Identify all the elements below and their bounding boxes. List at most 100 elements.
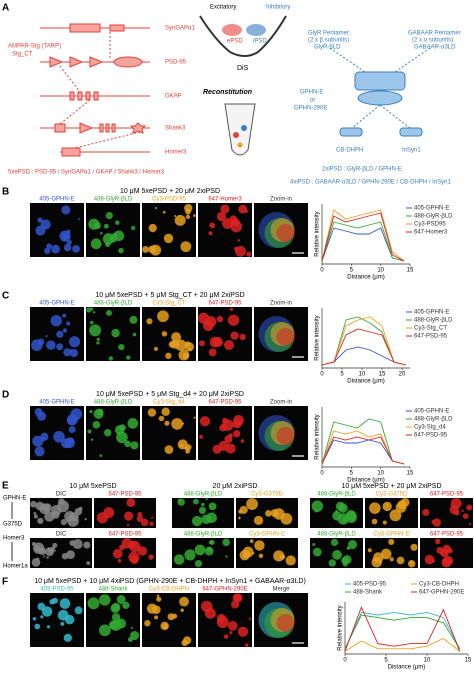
- condensate: [158, 415, 165, 422]
- condensate: [64, 437, 75, 449]
- intensity-line: [321, 212, 405, 262]
- x-axis-label: Distance (μm): [388, 665, 425, 671]
- x-tick-label: 0: [320, 372, 324, 378]
- condensate: [199, 340, 206, 347]
- intensity-line: [344, 611, 461, 650]
- legend-entry: 647-PSD-95: [414, 433, 448, 439]
- condensate: [222, 218, 233, 230]
- condensate: [435, 538, 441, 545]
- condensate: [68, 425, 76, 433]
- zoom-condensate: [276, 328, 295, 346]
- condensate: [181, 639, 189, 647]
- condensate: [199, 416, 211, 427]
- label: CB-DHPH: [336, 148, 363, 154]
- condensate: [44, 511, 55, 522]
- legend-entry: Cy3-Stg_d4: [414, 425, 446, 431]
- condensate: [193, 416, 196, 419]
- legend-entry: 488-GlyR-βLD: [414, 214, 453, 220]
- condensate: [254, 540, 265, 551]
- channel-label: 647-PSD-95: [108, 492, 142, 498]
- condensate: [258, 553, 264, 559]
- condensate: [450, 498, 462, 509]
- condensate: [122, 601, 130, 610]
- condensate: [380, 548, 392, 560]
- condensate: [118, 247, 124, 254]
- x-tick-label: 5: [384, 658, 388, 664]
- channel-label: Cy3-GPHN-E: [373, 532, 409, 538]
- channel-label: DIC: [56, 532, 67, 538]
- condensate: [249, 539, 254, 544]
- condensate: [127, 417, 139, 429]
- panel-letter: F: [2, 577, 8, 588]
- condensate: [246, 498, 258, 510]
- condensate: [32, 435, 44, 447]
- intensity-line: [321, 316, 407, 366]
- condensate: [148, 223, 157, 233]
- condensate: [151, 516, 154, 519]
- condensate: [180, 241, 192, 253]
- label: or: [310, 98, 315, 104]
- condensate: [468, 523, 471, 526]
- group-title: 10 μM 5xePSD: [69, 483, 116, 490]
- panel-letter: D: [2, 390, 9, 401]
- channel-label: 488-Shank: [98, 587, 128, 593]
- x-tick-label: 10: [377, 268, 384, 274]
- zoom-label: Zoom-in: [270, 197, 292, 203]
- condensate: [74, 606, 83, 615]
- channel-label: 405-GPHN-E: [39, 400, 74, 406]
- condensate: [46, 556, 49, 559]
- condensate: [89, 324, 102, 337]
- condensate: [177, 498, 181, 502]
- condensate: [162, 210, 166, 214]
- condensate: [386, 503, 389, 507]
- construct-line: 4xiPSD : GABAAR-α3LD / GPHN-290E / CB-DH…: [290, 180, 452, 186]
- condensate: [154, 615, 159, 620]
- condensate: [345, 511, 357, 524]
- condensate: [32, 617, 37, 621]
- condensate: [105, 241, 111, 248]
- condensate: [33, 511, 37, 515]
- condensate: [93, 222, 101, 230]
- intensity-line: [321, 328, 407, 366]
- condensate: [62, 313, 67, 318]
- condensate: [230, 331, 239, 340]
- condensate: [62, 328, 68, 333]
- condensate: [238, 516, 241, 519]
- label: Excitatory: [210, 5, 236, 11]
- condensate: [422, 508, 430, 517]
- x-tick-label: 0: [320, 471, 324, 477]
- condensate: [382, 501, 392, 512]
- condensate: [40, 615, 44, 619]
- channel-label: Cy3-CB-DHPH: [149, 587, 189, 593]
- condensate: [332, 511, 342, 521]
- channel-label: 488-GlyR-βLD: [317, 532, 356, 538]
- condensate: [37, 217, 43, 223]
- condensate: [140, 518, 149, 527]
- legend-entry: 488-Shank: [353, 590, 383, 596]
- condensate: [60, 621, 65, 626]
- condensate: [70, 408, 83, 420]
- intensity-line: [321, 209, 405, 262]
- channel-label: 488-GlyR-βLD: [94, 400, 133, 406]
- condensate: [253, 515, 264, 525]
- condensate: [66, 550, 75, 560]
- condensate: [89, 320, 94, 325]
- legend-entry: 647-PSD-95: [414, 334, 448, 340]
- channel-label: 647-GPHN-290E: [202, 587, 247, 593]
- condensate: [237, 239, 241, 242]
- condensate: [225, 443, 236, 454]
- condition-title: 10 μM 5xePSD + 10 μM 4xiPSD (GPHN-290E +…: [34, 578, 306, 585]
- label: DiS: [237, 65, 249, 72]
- channel-label: 647-PSD-95: [108, 532, 142, 538]
- condensate: [106, 309, 112, 316]
- condensate: [153, 346, 158, 351]
- channel-label: 488-GlyR-βLD: [184, 532, 223, 538]
- condensate: [144, 620, 151, 627]
- group-title: 10 μM 5xePSD + 20 μM 2xiPSD: [341, 483, 441, 490]
- x-tick-label: 10: [424, 658, 431, 664]
- condensate: [407, 560, 416, 568]
- condensate: [137, 546, 148, 556]
- condensate: [239, 333, 246, 341]
- condensate: [369, 502, 381, 514]
